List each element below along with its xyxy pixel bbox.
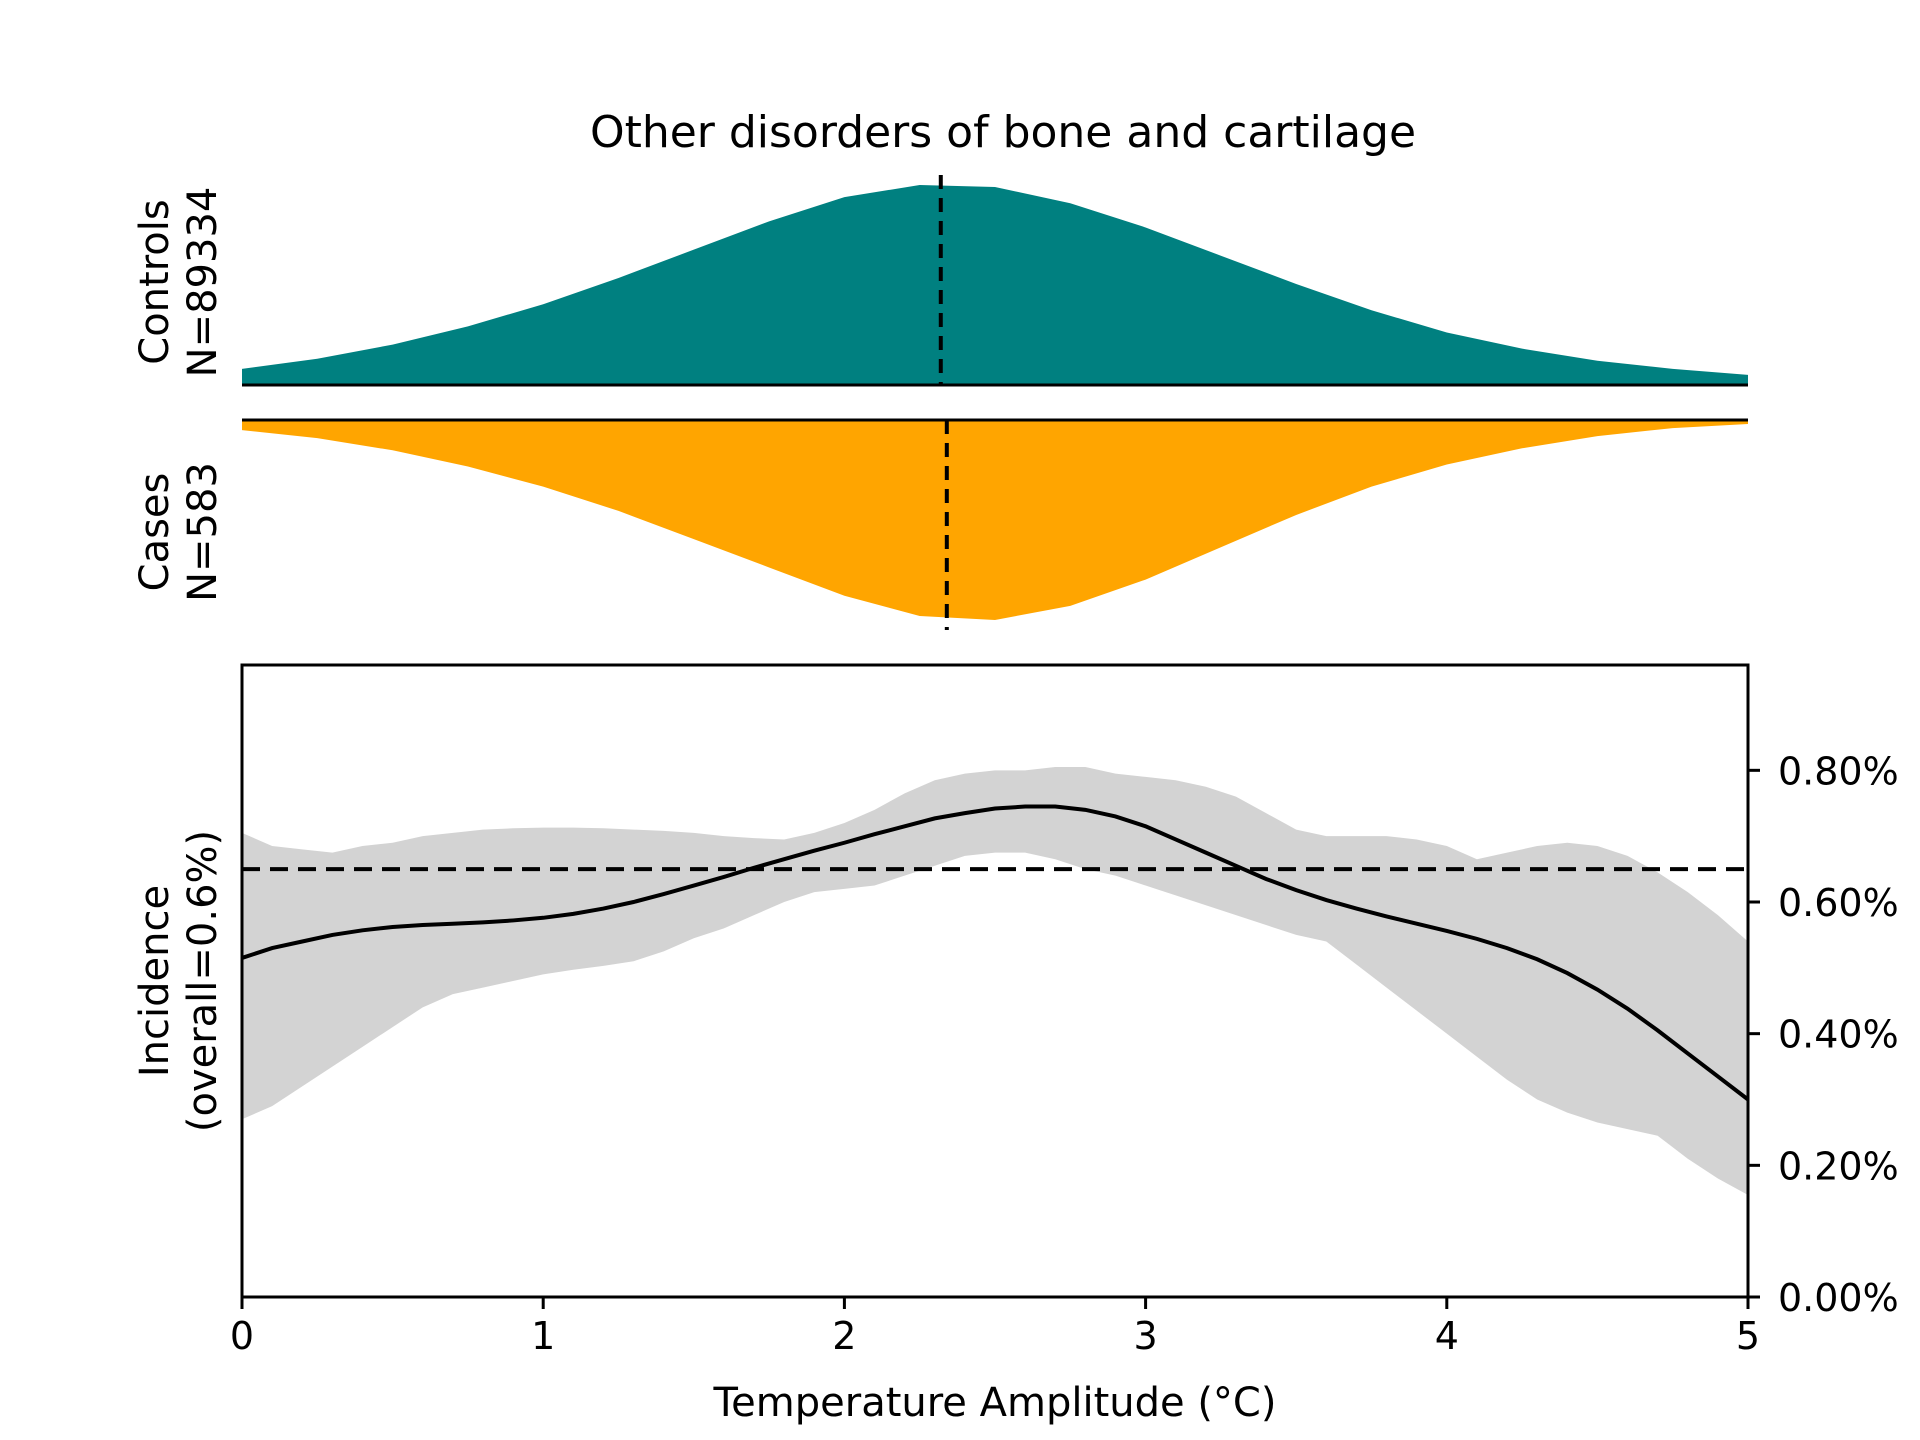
y-axis-label: Incidence (132, 885, 178, 1077)
controls-density-area (242, 185, 1748, 385)
y-tick-label: 0.00% (1778, 1276, 1899, 1320)
cases-label: Cases (132, 473, 178, 592)
chart-title: Other disorders of bone and cartilage (590, 107, 1416, 158)
x-axis: 0 1 2 3 4 5 (230, 1297, 1760, 1358)
x-axis-label: Temperature Amplitude (°C) (713, 1380, 1277, 1426)
x-tick-label: 4 (1435, 1314, 1459, 1358)
y-tick-label: 0.20% (1778, 1144, 1899, 1188)
confidence-band (242, 767, 1748, 1195)
controls-panel: Controls N=89334 (132, 175, 1748, 387)
x-tick-label: 2 (832, 1314, 856, 1358)
controls-label: Controls (132, 199, 178, 364)
x-tick-label: 0 (230, 1314, 254, 1358)
x-tick-label: 3 (1134, 1314, 1158, 1358)
plot-frame (240, 663, 1750, 1299)
incidence-curve (241, 804, 1750, 1102)
cases-count-label: N=583 (180, 462, 226, 602)
y-axis-right: 0.00% 0.20% 0.40% 0.60% 0.80% (1748, 749, 1899, 1320)
y-tick-label: 0.80% (1778, 749, 1899, 793)
incidence-panel: 0 1 2 3 4 5 0.00% 0.20% 0.40% 0.60% 0.80% Tempera… (132, 663, 1899, 1426)
x-tick-label: 1 (531, 1314, 555, 1358)
cases-density-area (242, 420, 1748, 620)
controls-count-label: N=89334 (180, 187, 226, 378)
cases-panel: Cases N=583 (132, 418, 1748, 630)
y-axis-label-sub: (overall=0.6%) (180, 830, 226, 1132)
y-tick-label: 0.40% (1778, 1013, 1899, 1057)
x-tick-label: 5 (1736, 1314, 1760, 1358)
y-tick-label: 0.60% (1778, 881, 1899, 925)
